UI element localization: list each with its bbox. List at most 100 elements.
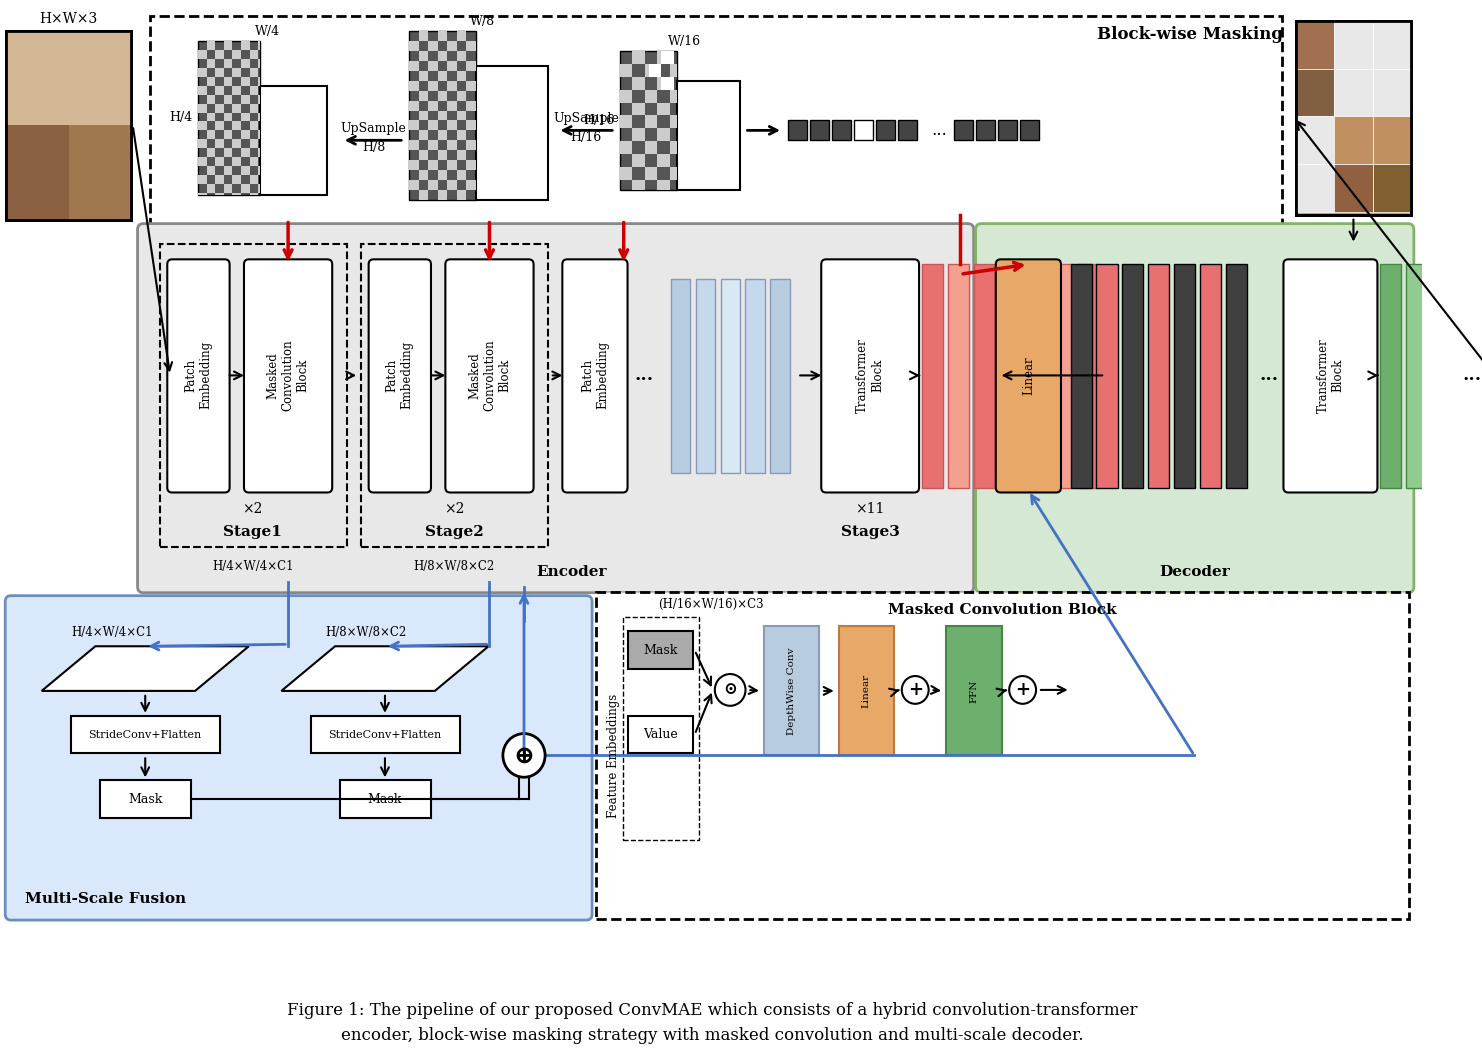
Bar <box>206 184 215 193</box>
Text: Patch
Embedding: Patch Embedding <box>581 341 609 410</box>
Bar <box>876 121 895 141</box>
Bar <box>199 41 261 195</box>
Text: Encoder: Encoder <box>536 565 608 579</box>
Bar <box>671 279 691 472</box>
Bar <box>633 103 645 116</box>
Bar <box>206 94 215 104</box>
Bar <box>1295 117 1334 164</box>
Bar <box>1226 265 1246 487</box>
Text: H/4×W/4×C1: H/4×W/4×C1 <box>212 561 293 573</box>
Bar <box>428 101 437 110</box>
Bar <box>1122 265 1144 487</box>
Bar <box>418 32 428 41</box>
Bar <box>362 245 548 547</box>
Bar <box>258 148 261 158</box>
Bar <box>6 32 130 219</box>
Bar <box>670 64 677 77</box>
FancyBboxPatch shape <box>562 259 627 492</box>
Bar <box>1334 21 1372 69</box>
Bar <box>242 41 250 50</box>
Bar <box>1295 21 1334 69</box>
Bar <box>670 89 677 103</box>
Text: +: + <box>908 680 923 699</box>
Bar <box>658 51 670 64</box>
Bar <box>788 121 806 141</box>
Bar <box>206 148 215 158</box>
Bar <box>409 41 418 51</box>
Bar <box>242 148 250 158</box>
Bar <box>250 68 258 77</box>
Bar <box>418 130 428 141</box>
Bar <box>448 81 456 90</box>
Bar <box>596 592 1409 919</box>
Bar <box>199 122 206 130</box>
Bar <box>437 110 448 121</box>
Bar <box>1051 265 1073 487</box>
Bar <box>258 94 261 104</box>
Circle shape <box>1009 676 1036 704</box>
Bar <box>206 41 215 50</box>
Bar <box>215 68 224 77</box>
Circle shape <box>502 734 545 777</box>
Text: Mask: Mask <box>368 793 402 805</box>
Bar <box>649 64 661 77</box>
Text: W/8: W/8 <box>470 15 495 27</box>
FancyBboxPatch shape <box>138 224 974 592</box>
Text: Masked
Convolution
Block: Masked Convolution Block <box>468 339 511 412</box>
Bar <box>448 121 456 130</box>
Text: Transformer
Block: Transformer Block <box>1316 338 1344 413</box>
Bar <box>448 101 456 110</box>
Text: Patch
Embedding: Patch Embedding <box>184 341 212 410</box>
Bar <box>456 90 467 101</box>
Text: W/16: W/16 <box>667 35 701 47</box>
Bar <box>1295 21 1411 214</box>
Bar <box>199 86 206 94</box>
Bar <box>448 141 456 150</box>
Bar <box>695 279 714 472</box>
Bar <box>418 170 428 180</box>
Bar <box>409 161 418 170</box>
Bar <box>409 32 476 200</box>
Bar <box>661 77 674 89</box>
Text: W/4: W/4 <box>255 24 280 38</box>
Text: Block-wise Masking: Block-wise Masking <box>1098 25 1283 43</box>
Bar <box>633 128 645 142</box>
Polygon shape <box>41 646 249 691</box>
Bar <box>250 158 258 166</box>
Circle shape <box>903 676 929 704</box>
Bar <box>898 121 917 141</box>
Bar <box>233 140 242 148</box>
Bar <box>437 130 448 141</box>
Bar <box>233 104 242 112</box>
Bar <box>658 128 670 142</box>
Text: H×W×3: H×W×3 <box>40 13 98 26</box>
Text: Patch
Embedding: Patch Embedding <box>385 341 413 410</box>
Bar <box>456 110 467 121</box>
Bar <box>627 631 692 669</box>
Text: ...: ... <box>1260 366 1279 384</box>
Text: ...: ... <box>1463 366 1482 384</box>
Bar <box>619 142 633 154</box>
Bar <box>224 94 233 104</box>
Bar <box>1295 164 1334 212</box>
Text: H/8: H/8 <box>362 141 385 153</box>
Bar <box>437 90 448 101</box>
Bar <box>1295 21 1411 214</box>
Bar <box>206 112 215 122</box>
Text: H/16: H/16 <box>571 131 602 144</box>
Bar <box>467 141 476 150</box>
Bar <box>720 279 740 472</box>
Bar <box>1334 164 1372 212</box>
Bar <box>409 121 418 130</box>
Bar <box>215 175 224 184</box>
Text: H/16: H/16 <box>582 114 615 127</box>
Bar <box>645 142 658 154</box>
Bar <box>242 184 250 193</box>
Text: Multi-Scale Fusion: Multi-Scale Fusion <box>25 892 187 906</box>
Bar <box>242 166 250 175</box>
Text: H/8×W/8×C2: H/8×W/8×C2 <box>413 561 495 573</box>
Bar <box>670 116 677 128</box>
Bar <box>1149 265 1169 487</box>
Bar <box>224 166 233 175</box>
Bar <box>1334 117 1372 164</box>
